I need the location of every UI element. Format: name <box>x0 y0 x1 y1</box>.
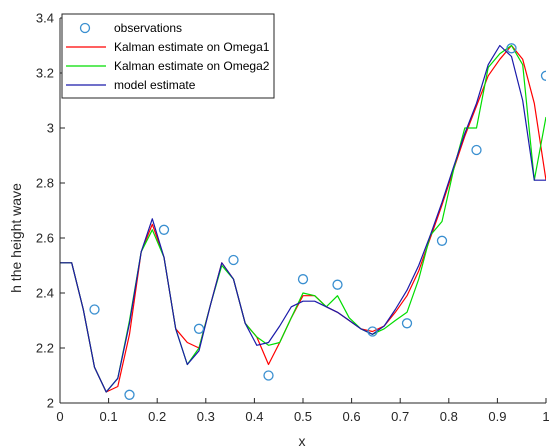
observation-point <box>506 43 517 54</box>
legend-kalman-omega1-label: Kalman estimate on Omega1 <box>114 40 270 54</box>
y-tick-label: 2.8 <box>36 176 54 191</box>
legend-model-estimate-label: model estimate <box>114 78 196 92</box>
y-tick-label: 2.2 <box>36 341 54 356</box>
x-axis-label: x <box>299 433 306 448</box>
legend-entry-model-estimate: model estimate <box>66 78 196 92</box>
legend-observations-marker <box>79 22 91 34</box>
observation-point <box>367 326 378 337</box>
x-tick-label: 0.7 <box>391 409 409 424</box>
y-axis-label: h the height wave <box>8 183 24 293</box>
observation-point <box>332 279 343 290</box>
legend-box <box>61 13 275 99</box>
observation-point <box>263 370 274 381</box>
observation-point <box>471 144 482 156</box>
observation-point <box>436 235 448 246</box>
y-tick-label: 3.4 <box>36 11 54 26</box>
observation-point <box>540 70 546 81</box>
legend-observations-label: observations <box>114 21 182 35</box>
observation-point <box>297 274 309 285</box>
observation-point <box>228 254 239 266</box>
axes-layer: 0 0.1 0.2 0.3 0.4 0.5 0.6 0.7 0.8 0.9 1 2 2.2 2.4 2.6 2… <box>36 11 550 425</box>
x-tick-label: 0.2 <box>148 409 166 424</box>
series-line-2 <box>60 44 546 393</box>
observation-point <box>401 318 413 329</box>
x-tick-label: 0 <box>56 409 63 424</box>
plot-layer <box>60 43 546 400</box>
observation-point <box>158 224 170 235</box>
legend-kalman-omega2-label: Kalman estimate on Omega2 <box>114 59 270 73</box>
x-tick-label: 0.4 <box>245 409 263 424</box>
x-tick-label: 0.3 <box>197 409 215 424</box>
observation-point <box>124 389 135 400</box>
y-tick-label: 2 <box>47 396 54 411</box>
x-tick-label: 0.8 <box>440 409 458 424</box>
legend-entry-kalman-omega2: Kalman estimate on Omega2 <box>66 59 270 73</box>
x-tick-label: 1 <box>542 409 549 424</box>
legend: observations Kalman estimate on Omega1 K… <box>61 13 275 99</box>
x-tick-label: 0.1 <box>100 409 118 424</box>
x-tick-label: 0.6 <box>343 409 361 424</box>
y-tick-label: 2.6 <box>36 231 54 246</box>
x-tick-label: 0.9 <box>488 409 506 424</box>
y-tick-label: 2.4 <box>36 286 54 301</box>
y-tick-label: 3.2 <box>36 66 54 81</box>
observation-point <box>193 323 205 334</box>
legend-entry-kalman-omega1: Kalman estimate on Omega1 <box>66 40 270 54</box>
observation-point <box>89 304 100 315</box>
legend-entry-observations: observations <box>79 21 182 35</box>
y-tick-label: 3 <box>47 121 54 136</box>
x-tick-label: 0.5 <box>294 409 312 424</box>
